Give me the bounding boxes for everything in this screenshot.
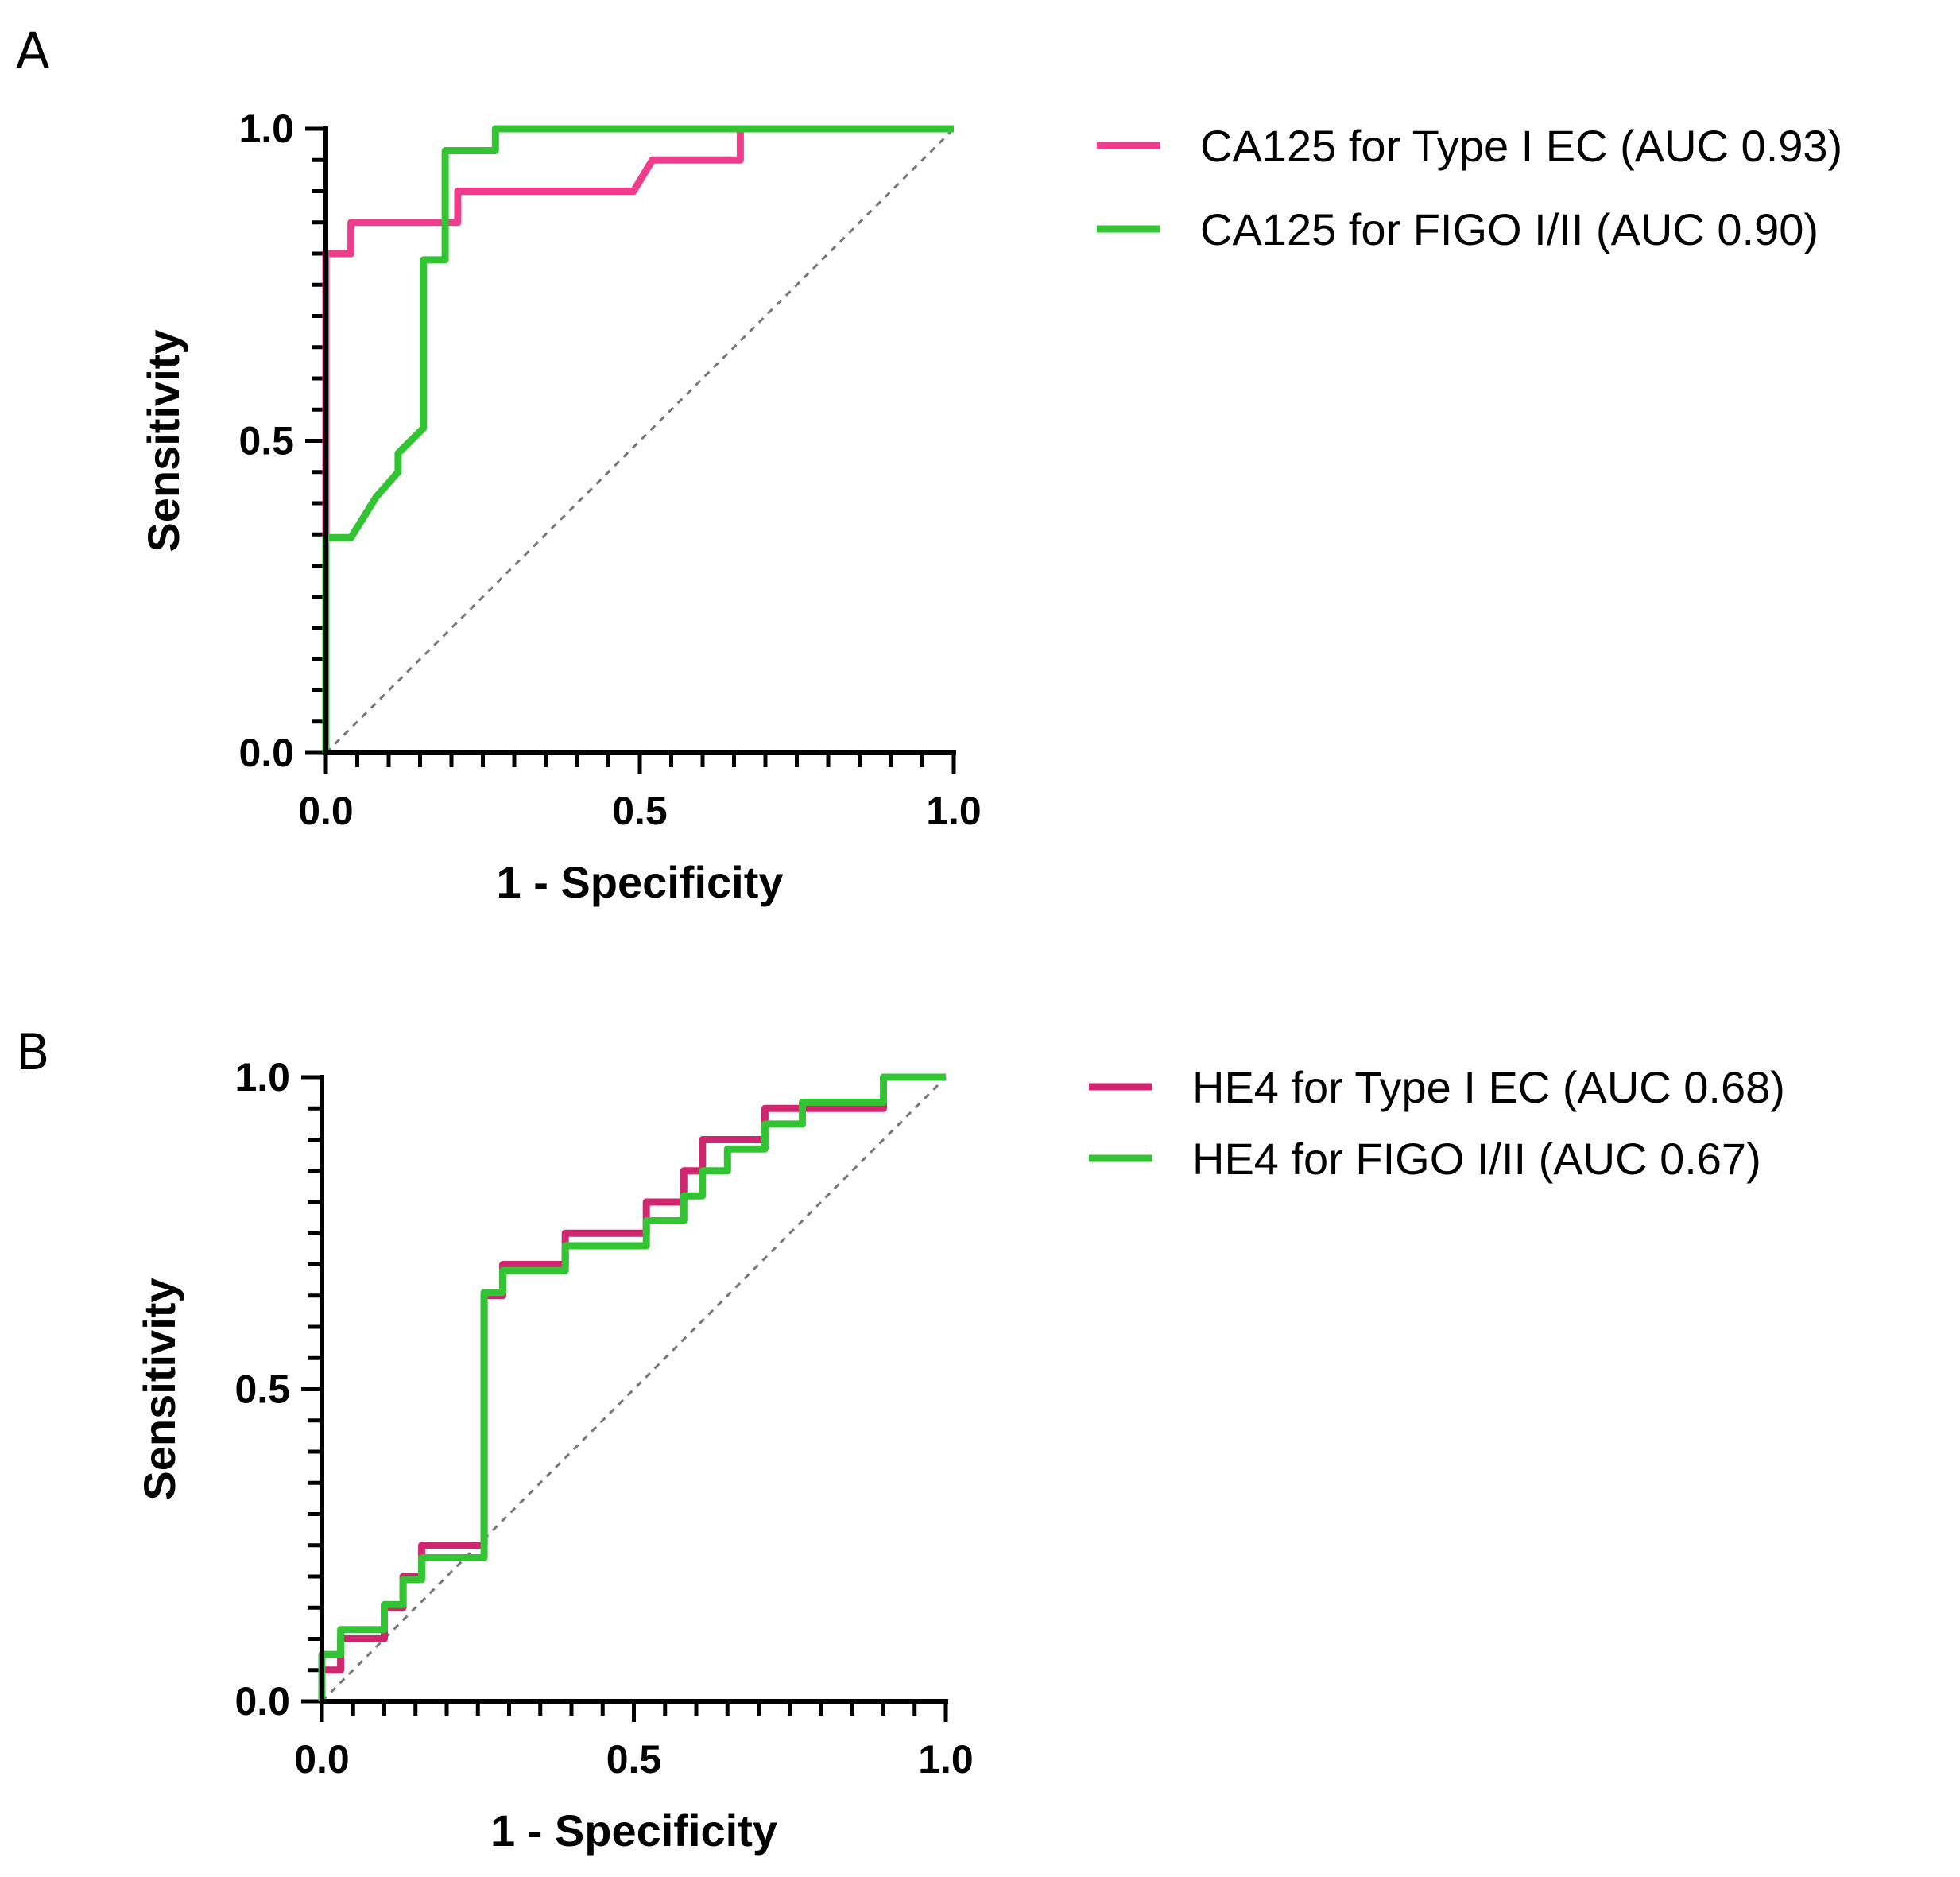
panel-a-y-tick-label: 1.0 (238, 107, 294, 151)
panel-a-y-tick-label: 0.0 (238, 731, 294, 775)
panel-b-x-tick-label: 0.0 (294, 1737, 350, 1782)
panel-a-chart: A 0.0 0.5 1.0 0.0 0.5 1.0 1 - Specificity Sensit… (16, 21, 1842, 907)
panel-a-x-axis-title: 1 - Specificity (496, 857, 783, 907)
panel-b-reference-line (320, 1076, 947, 1703)
panel-a-legend-label-1: CA125 for Type I EC (AUC 0.93) (1200, 121, 1842, 171)
panel-a-y-axis-title: Sensitivity (138, 329, 188, 552)
panel-a-legend-label-2: CA125 for FIGO I/II (AUC 0.90) (1200, 204, 1819, 254)
panel-b-x-tick-label: 1.0 (918, 1737, 974, 1782)
panel-b-legend-label-1: HE4 for Type I EC (AUC 0.68) (1192, 1062, 1785, 1112)
panel-a-x-tick-label: 0.5 (612, 789, 668, 833)
panel-b-x-ticks (320, 1701, 948, 1722)
panel-b-label: B (16, 1023, 50, 1081)
panel-a-x-tick-label: 1.0 (926, 789, 982, 833)
panel-a-legend: CA125 for Type I EC (AUC 0.93) CA125 for … (1097, 121, 1842, 254)
panel-b-y-tick-label: 0.5 (234, 1367, 290, 1412)
panel-b-series-2-line (318, 1073, 946, 1701)
panel-b-y-tick-label: 1.0 (234, 1055, 290, 1099)
panel-a-x-ticks (323, 753, 956, 774)
panel-b-y-ticks (301, 1075, 322, 1704)
panel-a-series-2-line (322, 125, 954, 753)
panel-b-y-axis-title: Sensitivity (134, 1278, 184, 1500)
panel-b-x-tick-label: 0.5 (606, 1737, 662, 1782)
panel-a-y-tick-label: 0.5 (238, 419, 294, 463)
panel-a-label: A (16, 21, 49, 80)
panel-b-x-axis-title: 1 - Specificity (490, 1805, 777, 1856)
panel-b-legend-label-2: HE4 for FIGO I/II (AUC 0.67) (1192, 1134, 1761, 1184)
panel-a-x-tick-label: 0.0 (298, 789, 354, 833)
panel-b-chart: B 0.0 0.5 1.0 0.0 0.5 1.0 1 - Specificity Sensit… (16, 1023, 1785, 1856)
panel-b-legend: HE4 for Type I EC (AUC 0.68) HE4 for FIGO… (1089, 1062, 1785, 1184)
panel-b-y-tick-label: 0.0 (234, 1679, 290, 1724)
panel-a-reference-line (324, 127, 955, 754)
panel-b-curves (318, 1073, 946, 1701)
